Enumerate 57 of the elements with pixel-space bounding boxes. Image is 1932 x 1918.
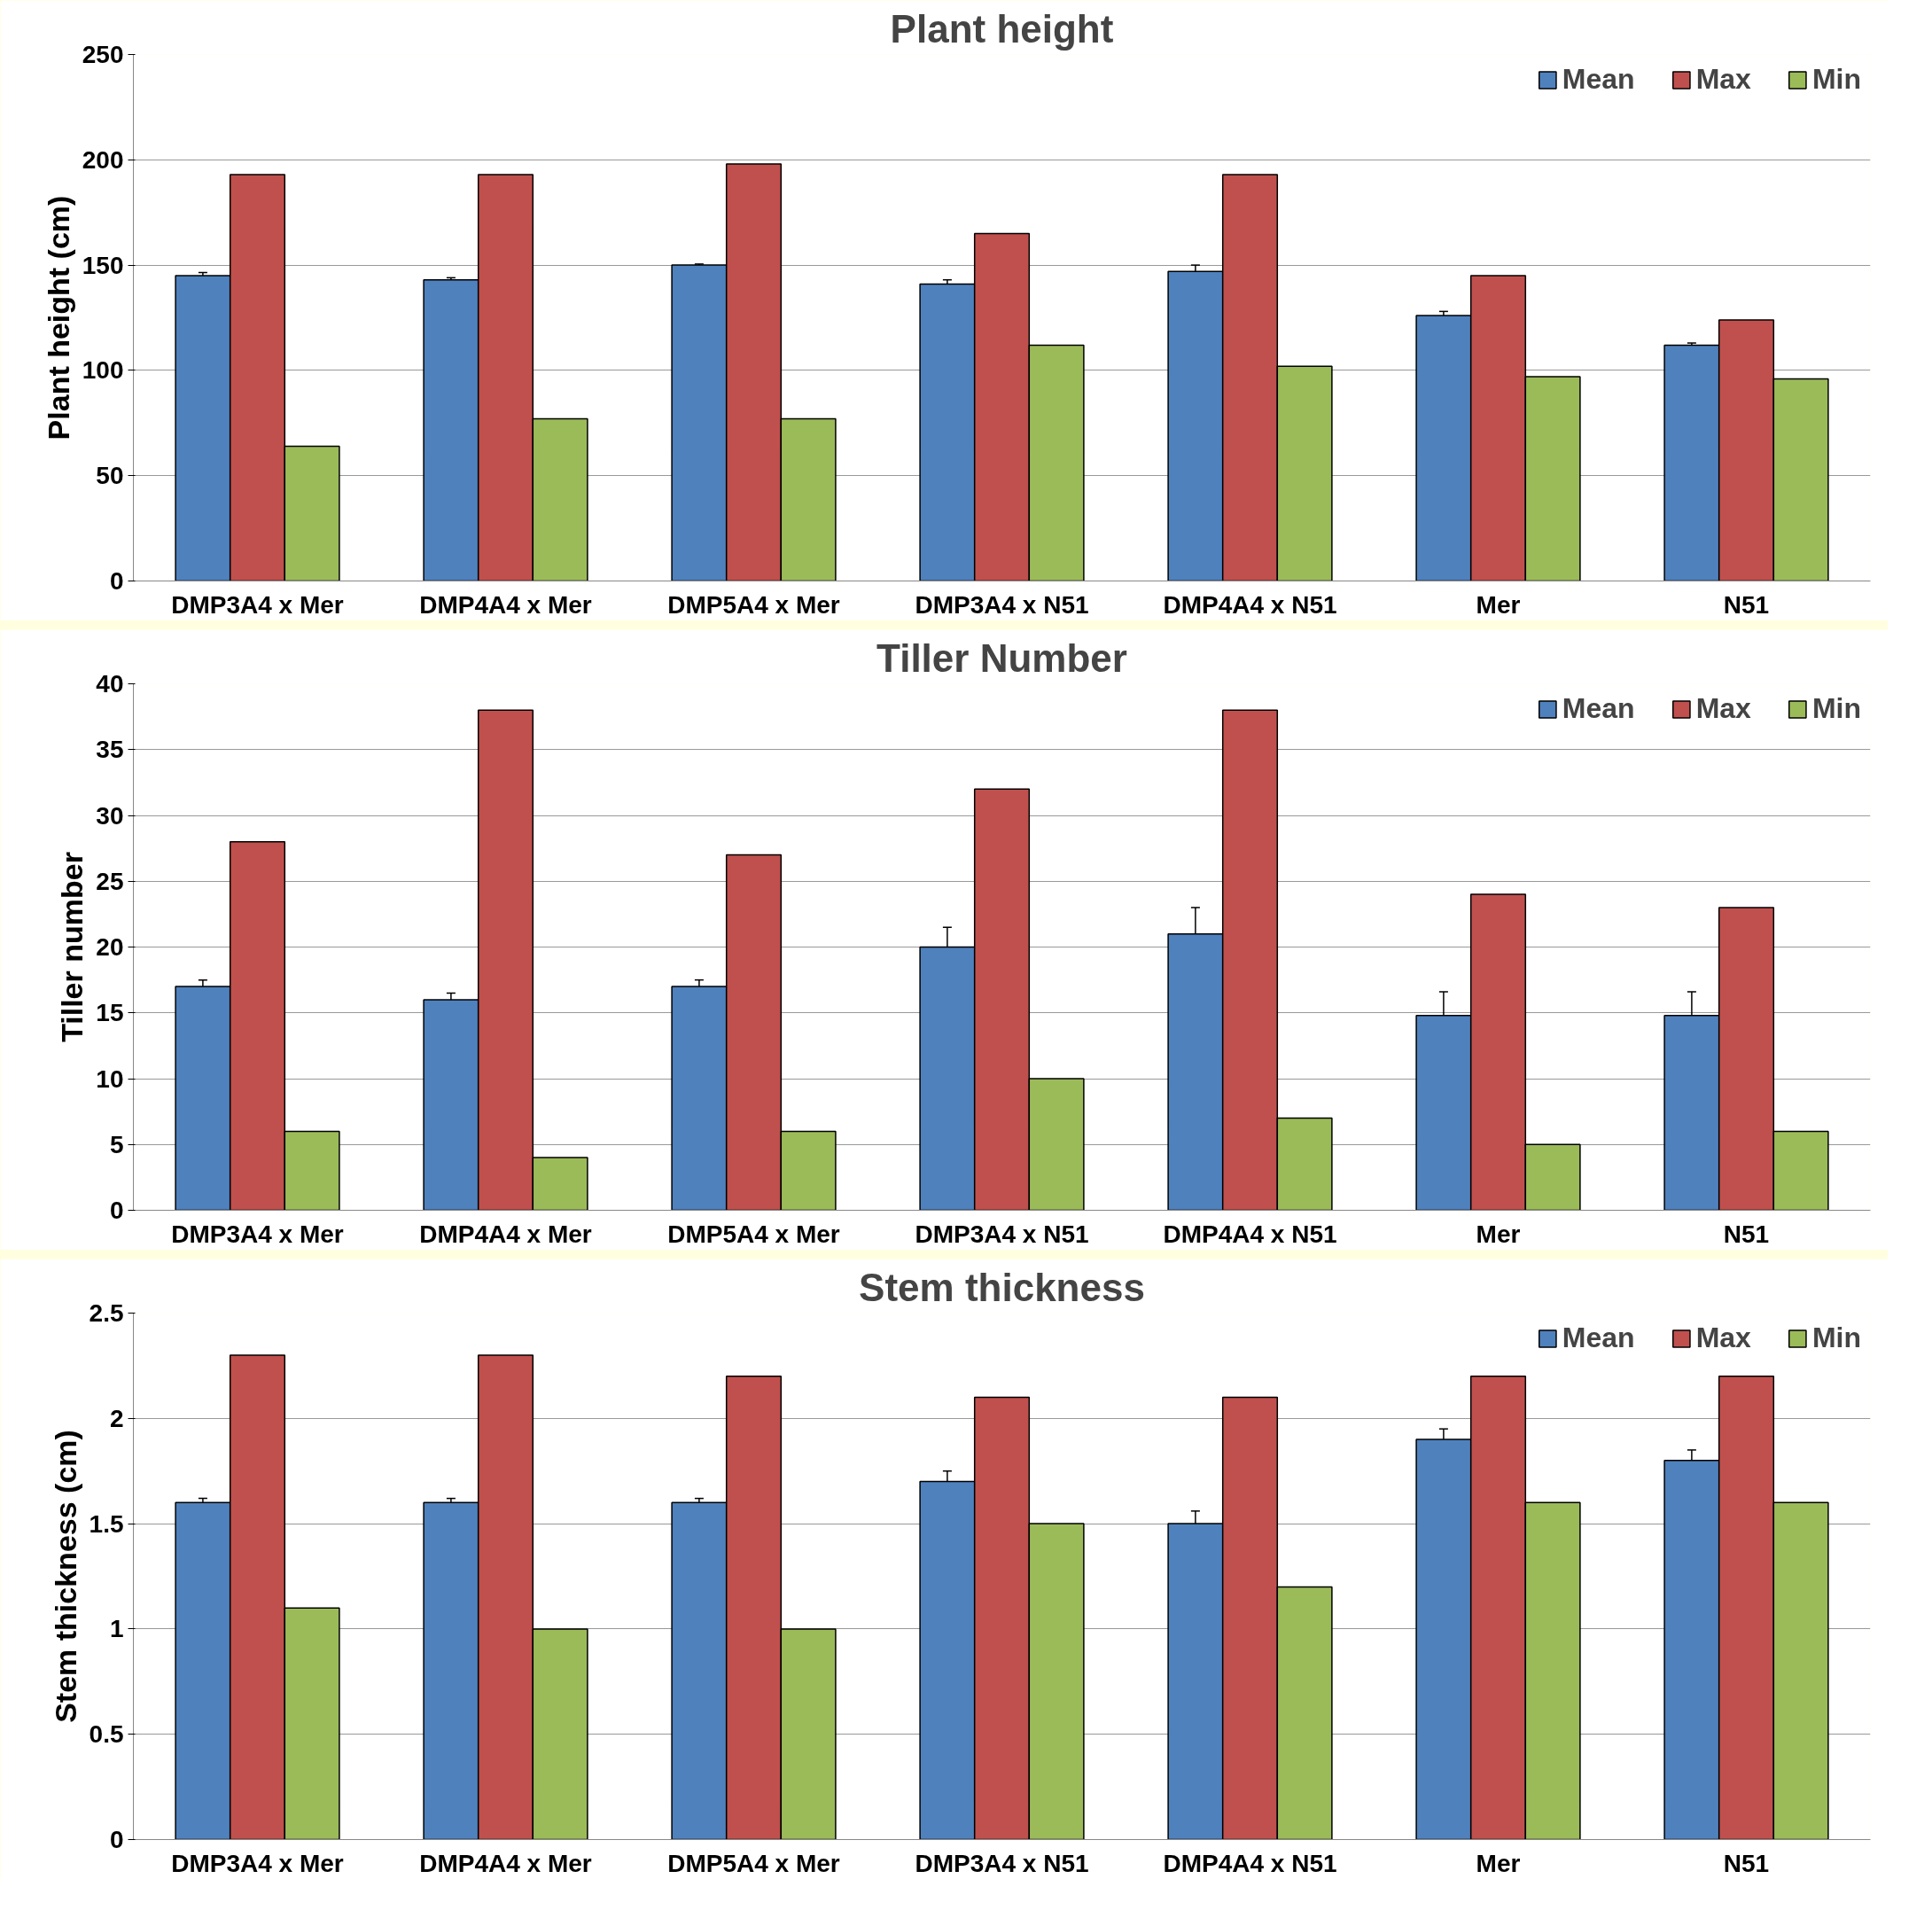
legend-label: Mean [1562, 1322, 1635, 1354]
x-tick-label: DMP3A4 x Mer [171, 1220, 344, 1248]
y-tick-label: 100 [82, 356, 124, 385]
x-tick-label: DMP3A4 x Mer [171, 1849, 344, 1877]
legend-label: Min [1811, 63, 1861, 96]
y-tick-label: 2 [109, 1404, 124, 1432]
chart-title: Stem thickness [859, 1265, 1145, 1309]
y-tick-label: 2.5 [89, 1299, 124, 1327]
x-tick-label: N51 [1723, 1849, 1770, 1877]
x-tick-label: DMP4A4 x N51 [1163, 590, 1337, 619]
y-tick-label: 20 [96, 933, 124, 961]
legend-label: Min [1811, 692, 1861, 725]
x-tick-label: DMP4A4 x Mer [419, 590, 592, 619]
legend-label: Mean [1562, 63, 1635, 96]
y-tick-label: 30 [96, 801, 124, 830]
y-tick-label: 25 [96, 867, 124, 895]
y-tick-label: 0 [109, 567, 124, 595]
x-tick-label: Mer [1476, 590, 1521, 619]
legend-label: Mean [1562, 692, 1635, 725]
y-tick-label: 40 [96, 670, 124, 698]
y-tick-label: 5 [109, 1130, 124, 1158]
y-tick-label: 1 [109, 1615, 124, 1643]
y-tick-label: 200 [82, 145, 124, 174]
x-tick-label: DMP3A4 x N51 [915, 1220, 1089, 1248]
x-tick-label: DMP4A4 x N51 [1163, 1220, 1337, 1248]
x-tick-label: DMP3A4 x N51 [915, 590, 1089, 619]
x-tick-label: N51 [1723, 1220, 1770, 1248]
y-tick-label: 35 [96, 736, 124, 764]
legend-label: Max [1695, 1322, 1751, 1354]
legend-label: Min [1811, 1322, 1861, 1354]
x-tick-label: DMP4A4 x N51 [1163, 1849, 1337, 1877]
x-tick-label: N51 [1723, 590, 1770, 619]
x-tick-label: DMP4A4 x Mer [419, 1849, 592, 1877]
y-axis-title: Plant height (cm) [41, 195, 75, 441]
legend-label: Max [1695, 692, 1751, 725]
x-tick-label: DMP4A4 x Mer [419, 1220, 592, 1248]
y-axis-title: Stem thickness (cm) [48, 1430, 82, 1723]
chart-title: Tiller Number [876, 635, 1127, 680]
y-tick-label: 0.5 [89, 1720, 124, 1749]
y-tick-label: 150 [82, 251, 124, 279]
x-tick-label: DMP5A4 x Mer [667, 590, 840, 619]
y-tick-label: 250 [82, 41, 124, 68]
legend-label: Max [1695, 63, 1751, 96]
x-tick-label: DMP3A4 x N51 [915, 1849, 1089, 1877]
y-tick-label: 15 [96, 999, 124, 1027]
y-tick-label: 0 [109, 1197, 124, 1224]
x-tick-label: DMP3A4 x Mer [171, 590, 344, 619]
y-tick-label: 50 [96, 462, 124, 490]
x-tick-label: DMP5A4 x Mer [667, 1849, 840, 1877]
x-tick-label: Mer [1476, 1849, 1521, 1877]
y-tick-label: 0 [109, 1826, 124, 1853]
y-axis-title: Tiller number [55, 852, 90, 1042]
x-tick-label: Mer [1476, 1220, 1521, 1248]
chart-title: Plant height [890, 6, 1114, 51]
y-tick-label: 1.5 [89, 1509, 124, 1538]
y-tick-label: 10 [96, 1064, 124, 1093]
x-tick-label: DMP5A4 x Mer [667, 1220, 840, 1248]
